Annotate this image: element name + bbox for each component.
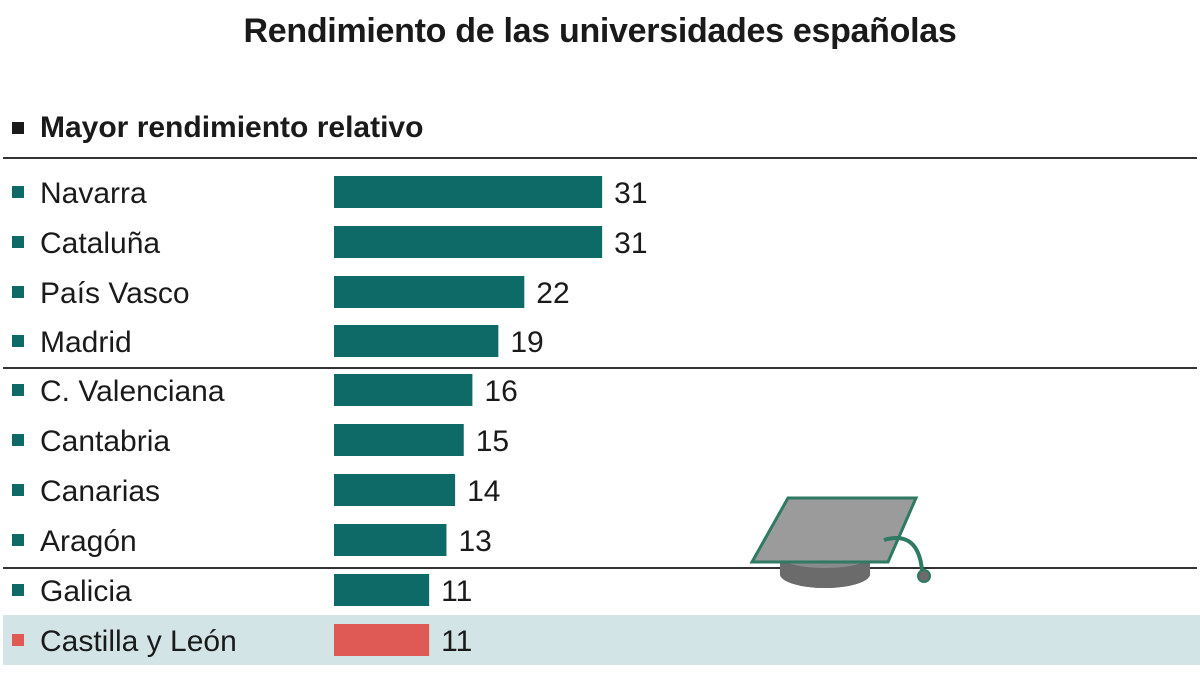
category-label-madrid: Madrid bbox=[40, 326, 132, 359]
legend-label: Mayor rendimiento relativo bbox=[40, 111, 424, 144]
legend: Mayor rendimiento relativo bbox=[12, 108, 423, 148]
row-marker-c-valenciana bbox=[12, 384, 24, 396]
bar-cantabria bbox=[334, 424, 464, 456]
row-marker-navarra bbox=[12, 186, 24, 198]
value-label-c-valenciana: 16 bbox=[484, 375, 517, 408]
bar-c-valenciana bbox=[334, 374, 473, 406]
divider-group-1 bbox=[3, 367, 1197, 369]
row-marker-canarias bbox=[12, 484, 24, 496]
value-label-cantabria: 15 bbox=[476, 425, 509, 458]
legend-swatch bbox=[12, 122, 24, 134]
row-marker-pais-vasco bbox=[12, 286, 24, 298]
row-marker-cataluna bbox=[12, 236, 24, 248]
category-label-navarra: Navarra bbox=[40, 177, 147, 210]
bar-madrid bbox=[334, 325, 499, 357]
graduation-cap-icon bbox=[749, 496, 931, 588]
category-label-pais-vasco: País Vasco bbox=[40, 277, 190, 310]
category-label-cantabria: Cantabria bbox=[40, 425, 170, 458]
bar-pais-vasco bbox=[334, 276, 525, 308]
divider-group-2 bbox=[3, 567, 1197, 569]
category-label-castilla-y-leon: Castilla y León bbox=[40, 625, 237, 658]
value-label-aragon: 13 bbox=[458, 525, 491, 558]
row-marker-madrid bbox=[12, 335, 24, 347]
value-label-castilla-y-leon: 11 bbox=[441, 625, 472, 658]
value-label-galicia: 11 bbox=[441, 575, 472, 608]
bar-aragon bbox=[334, 524, 447, 556]
bar-canarias bbox=[334, 474, 456, 506]
bar-castilla-y-leon bbox=[334, 624, 430, 656]
highlight-row bbox=[3, 615, 1200, 665]
category-label-aragon: Aragón bbox=[40, 525, 137, 558]
value-label-canarias: 14 bbox=[467, 475, 500, 508]
row-marker-galicia bbox=[12, 584, 24, 596]
divider-top bbox=[3, 157, 1197, 159]
category-label-canarias: Canarias bbox=[40, 475, 160, 508]
row-marker-aragon bbox=[12, 534, 24, 546]
value-label-navarra: 31 bbox=[614, 177, 647, 210]
chart-title: Rendimiento de las universidades español… bbox=[243, 12, 957, 50]
bar-galicia bbox=[334, 574, 430, 606]
value-label-cataluna: 31 bbox=[614, 227, 647, 260]
category-label-cataluna: Cataluña bbox=[40, 227, 160, 260]
cropped-edge bbox=[0, 665, 1200, 675]
category-label-c-valenciana: C. Valenciana bbox=[40, 375, 225, 408]
value-label-madrid: 19 bbox=[510, 326, 543, 359]
category-label-galicia: Galicia bbox=[40, 575, 132, 608]
row-marker-cantabria bbox=[12, 434, 24, 446]
row-marker-castilla-y-leon bbox=[12, 634, 24, 646]
value-label-pais-vasco: 22 bbox=[536, 277, 569, 310]
bar-cataluna bbox=[334, 226, 603, 258]
bar-navarra bbox=[334, 176, 603, 208]
